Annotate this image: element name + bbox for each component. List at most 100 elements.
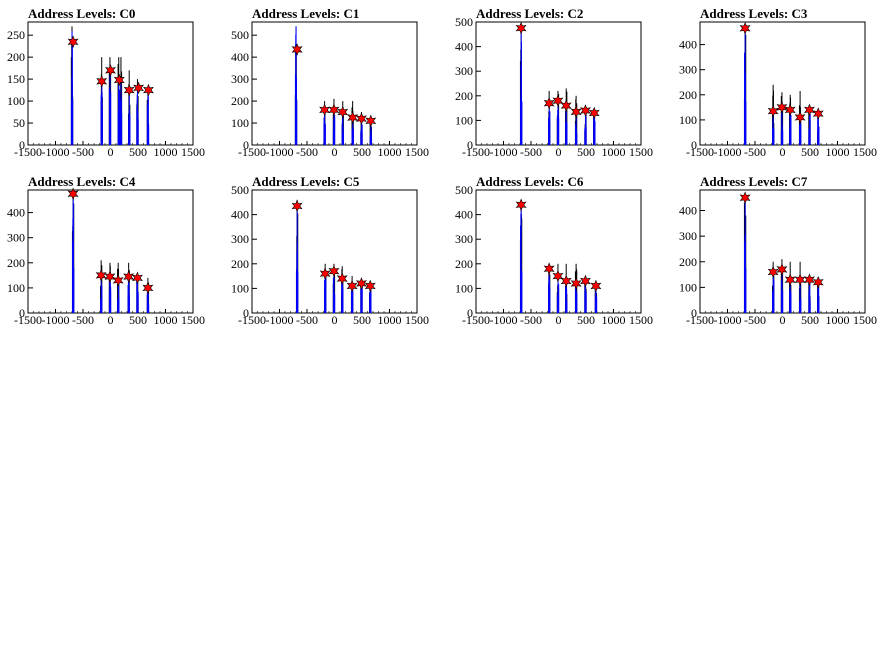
peak-marker-star — [803, 273, 815, 286]
x-tick-label: 500 — [129, 145, 147, 159]
peak-marker-star — [739, 191, 751, 204]
x-tick-label: 0 — [108, 313, 114, 327]
x-tick-label: -1000 — [714, 145, 742, 159]
y-tick-label: 200 — [231, 94, 249, 108]
peak-marker-star — [346, 279, 358, 293]
x-tick-label: 1000 — [602, 145, 626, 159]
peak-marker-star — [767, 265, 779, 279]
panel-title: Address Levels: C3 — [700, 6, 808, 21]
x-tick-label: 500 — [353, 313, 371, 327]
peak-marker-star — [328, 103, 340, 117]
y-tick-label: 400 — [679, 204, 697, 218]
y-tick-label: 400 — [231, 208, 249, 222]
peak-marker-star — [67, 35, 79, 49]
peak-marker-star — [515, 21, 527, 35]
x-tick-label: 1500 — [629, 313, 653, 327]
x-tick-label: -1000 — [42, 145, 70, 159]
y-tick-label: 300 — [231, 232, 249, 246]
peak-marker-star — [336, 272, 348, 285]
x-tick-label: 1500 — [405, 145, 429, 159]
peak-marker-star — [123, 270, 135, 283]
peak-marker-star — [133, 81, 145, 95]
x-tick-label: 1500 — [853, 145, 877, 159]
y-tick-label: 0 — [243, 306, 249, 320]
y-tick-label: 500 — [455, 15, 473, 29]
y-tick-label: 0 — [691, 306, 697, 320]
y-tick-label: 150 — [7, 72, 25, 86]
y-tick-label: 100 — [455, 113, 473, 127]
x-tick-label: -500 — [296, 313, 318, 327]
x-tick-label: -1500 — [462, 145, 490, 159]
y-tick-label: 0 — [19, 138, 25, 152]
peak-marker-star — [123, 83, 135, 97]
peak-marker-star — [803, 103, 815, 117]
x-tick-label: -1000 — [490, 313, 518, 327]
x-tick-label: -500 — [296, 145, 318, 159]
y-tick-label: 50 — [13, 116, 25, 130]
peak-marker-star — [104, 270, 116, 283]
peak-marker-star — [355, 112, 367, 125]
y-tick-label: 200 — [7, 50, 25, 64]
peak-marker-star — [328, 264, 340, 278]
peak-marker-star — [590, 279, 602, 293]
peak-marker-star — [95, 269, 107, 282]
x-tick-label: -1000 — [490, 145, 518, 159]
peak-marker-star — [767, 104, 779, 118]
y-tick-label: 300 — [679, 63, 697, 77]
x-tick-label: -1500 — [686, 145, 714, 159]
y-tick-label: 100 — [455, 281, 473, 295]
peak-marker-star — [543, 262, 555, 276]
x-tick-label: 1000 — [602, 313, 626, 327]
histogram-panel: Address Levels: C5-1500 -1000 -500 0 500 1000… — [231, 174, 429, 327]
x-tick-label: 1500 — [181, 145, 205, 159]
peak-marker-star — [560, 99, 572, 112]
panel-title: Address Levels: C6 — [476, 174, 584, 189]
x-tick-label: 1000 — [154, 145, 178, 159]
peak-marker-star — [67, 187, 79, 201]
y-tick-label: 500 — [231, 183, 249, 197]
y-tick-label: 200 — [455, 257, 473, 271]
x-tick-label: 0 — [556, 145, 562, 159]
x-tick-label: -1500 — [238, 313, 266, 327]
peak-marker-star — [131, 271, 143, 285]
peak-marker-star — [142, 83, 154, 97]
y-tick-label: 300 — [679, 229, 697, 243]
peak-marker-star — [570, 277, 582, 290]
peak-marker-star — [337, 105, 349, 119]
x-tick-label: -500 — [72, 313, 94, 327]
x-tick-label: -1000 — [714, 313, 742, 327]
x-tick-label: 500 — [353, 145, 371, 159]
peak-marker-star — [560, 274, 572, 288]
x-tick-label: 0 — [780, 313, 786, 327]
x-tick-label: -1000 — [266, 313, 294, 327]
histogram-panel: Address Levels: C1-1500 -1000 -500 0 500 1000… — [231, 6, 429, 159]
x-tick-label: 1000 — [378, 145, 402, 159]
peak-marker-star — [319, 267, 331, 280]
y-tick-label: 100 — [679, 113, 697, 127]
peak-marker-star — [291, 43, 303, 56]
x-tick-label: 500 — [577, 313, 595, 327]
y-tick-label: 100 — [231, 116, 249, 130]
peak-marker-star — [142, 281, 154, 295]
x-tick-label: -1500 — [238, 145, 266, 159]
peak-marker-star — [812, 107, 824, 120]
histogram-panel: Address Levels: C0-1500 -1000 -500 0 500 1000… — [7, 6, 205, 159]
x-tick-label: -500 — [744, 145, 766, 159]
peak-marker-star — [776, 101, 788, 114]
x-tick-label: -1500 — [462, 313, 490, 327]
peak-marker-star — [365, 114, 377, 128]
peak-marker-star — [588, 106, 600, 120]
y-tick-label: 200 — [7, 256, 25, 270]
x-tick-label: 1500 — [629, 145, 653, 159]
y-tick-label: 200 — [679, 88, 697, 102]
peak-marker-star — [96, 74, 108, 88]
y-tick-label: 300 — [455, 232, 473, 246]
x-tick-label: 500 — [801, 313, 819, 327]
peak-marker-star — [319, 103, 331, 117]
peak-marker-star — [543, 96, 555, 110]
peak-marker-star — [570, 105, 582, 119]
x-tick-label: -1500 — [14, 313, 42, 327]
histogram-panel: Address Levels: C4-1500 -1000 -500 0 500 1000… — [7, 174, 205, 327]
x-tick-label: 1000 — [378, 313, 402, 327]
